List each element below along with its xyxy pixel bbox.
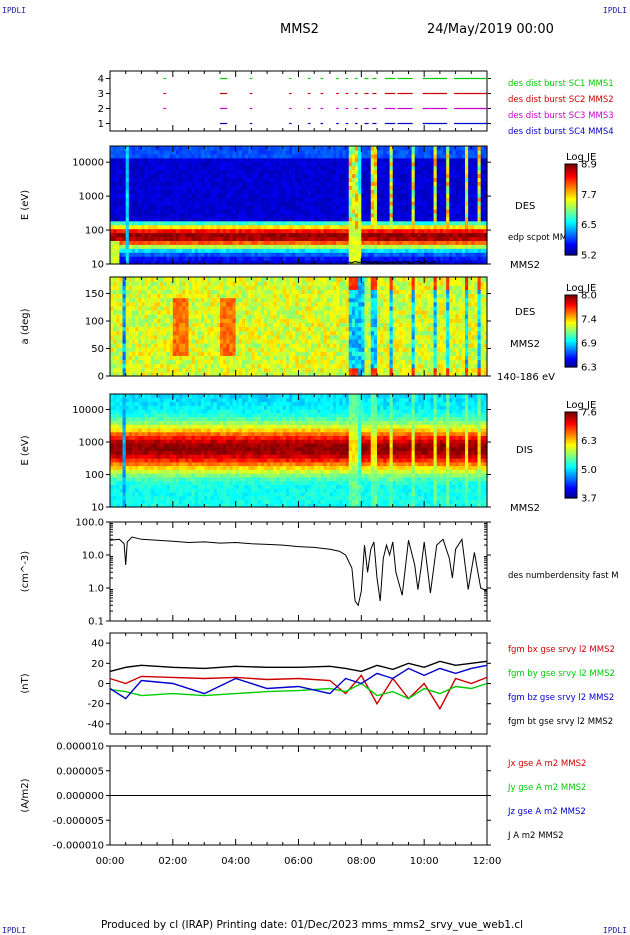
des-energy-sublabel: MMS2: [510, 260, 540, 271]
colorbar-tick-label: 7.7: [581, 190, 597, 201]
des-energy-ylabel: E (eV): [20, 190, 31, 220]
burst-legend-3: des dist burst SC3 MMS3: [508, 111, 614, 121]
des-pitch-cells: [110, 277, 488, 377]
colorbar-tick-label: 5.2: [581, 251, 597, 262]
colorbar-tick-label: 6.5: [581, 220, 597, 231]
burst-legend-4: des dist burst SC4 MMS4: [508, 127, 614, 137]
burst-legend-1: des dist burst SC1 MMS1: [508, 79, 614, 89]
y-tick-label: 10000: [72, 158, 104, 169]
y-tick-label: 1: [98, 119, 104, 130]
burst-legend-2: des dist burst SC2 MMS2: [508, 95, 614, 105]
y-tick-label: 10: [91, 260, 104, 271]
y-tick-label: 4: [98, 74, 104, 85]
y-tick-label: 3: [98, 89, 104, 100]
des-energy-cells: [110, 146, 488, 265]
des-energy-label: DES: [515, 201, 535, 212]
burst-frame: [110, 71, 487, 131]
y-tick-label: 1000: [79, 192, 104, 203]
y-tick-label: 2: [98, 104, 104, 115]
colorbar-tick-label: 8.9: [581, 160, 597, 171]
y-tick-label: 100: [85, 226, 104, 237]
